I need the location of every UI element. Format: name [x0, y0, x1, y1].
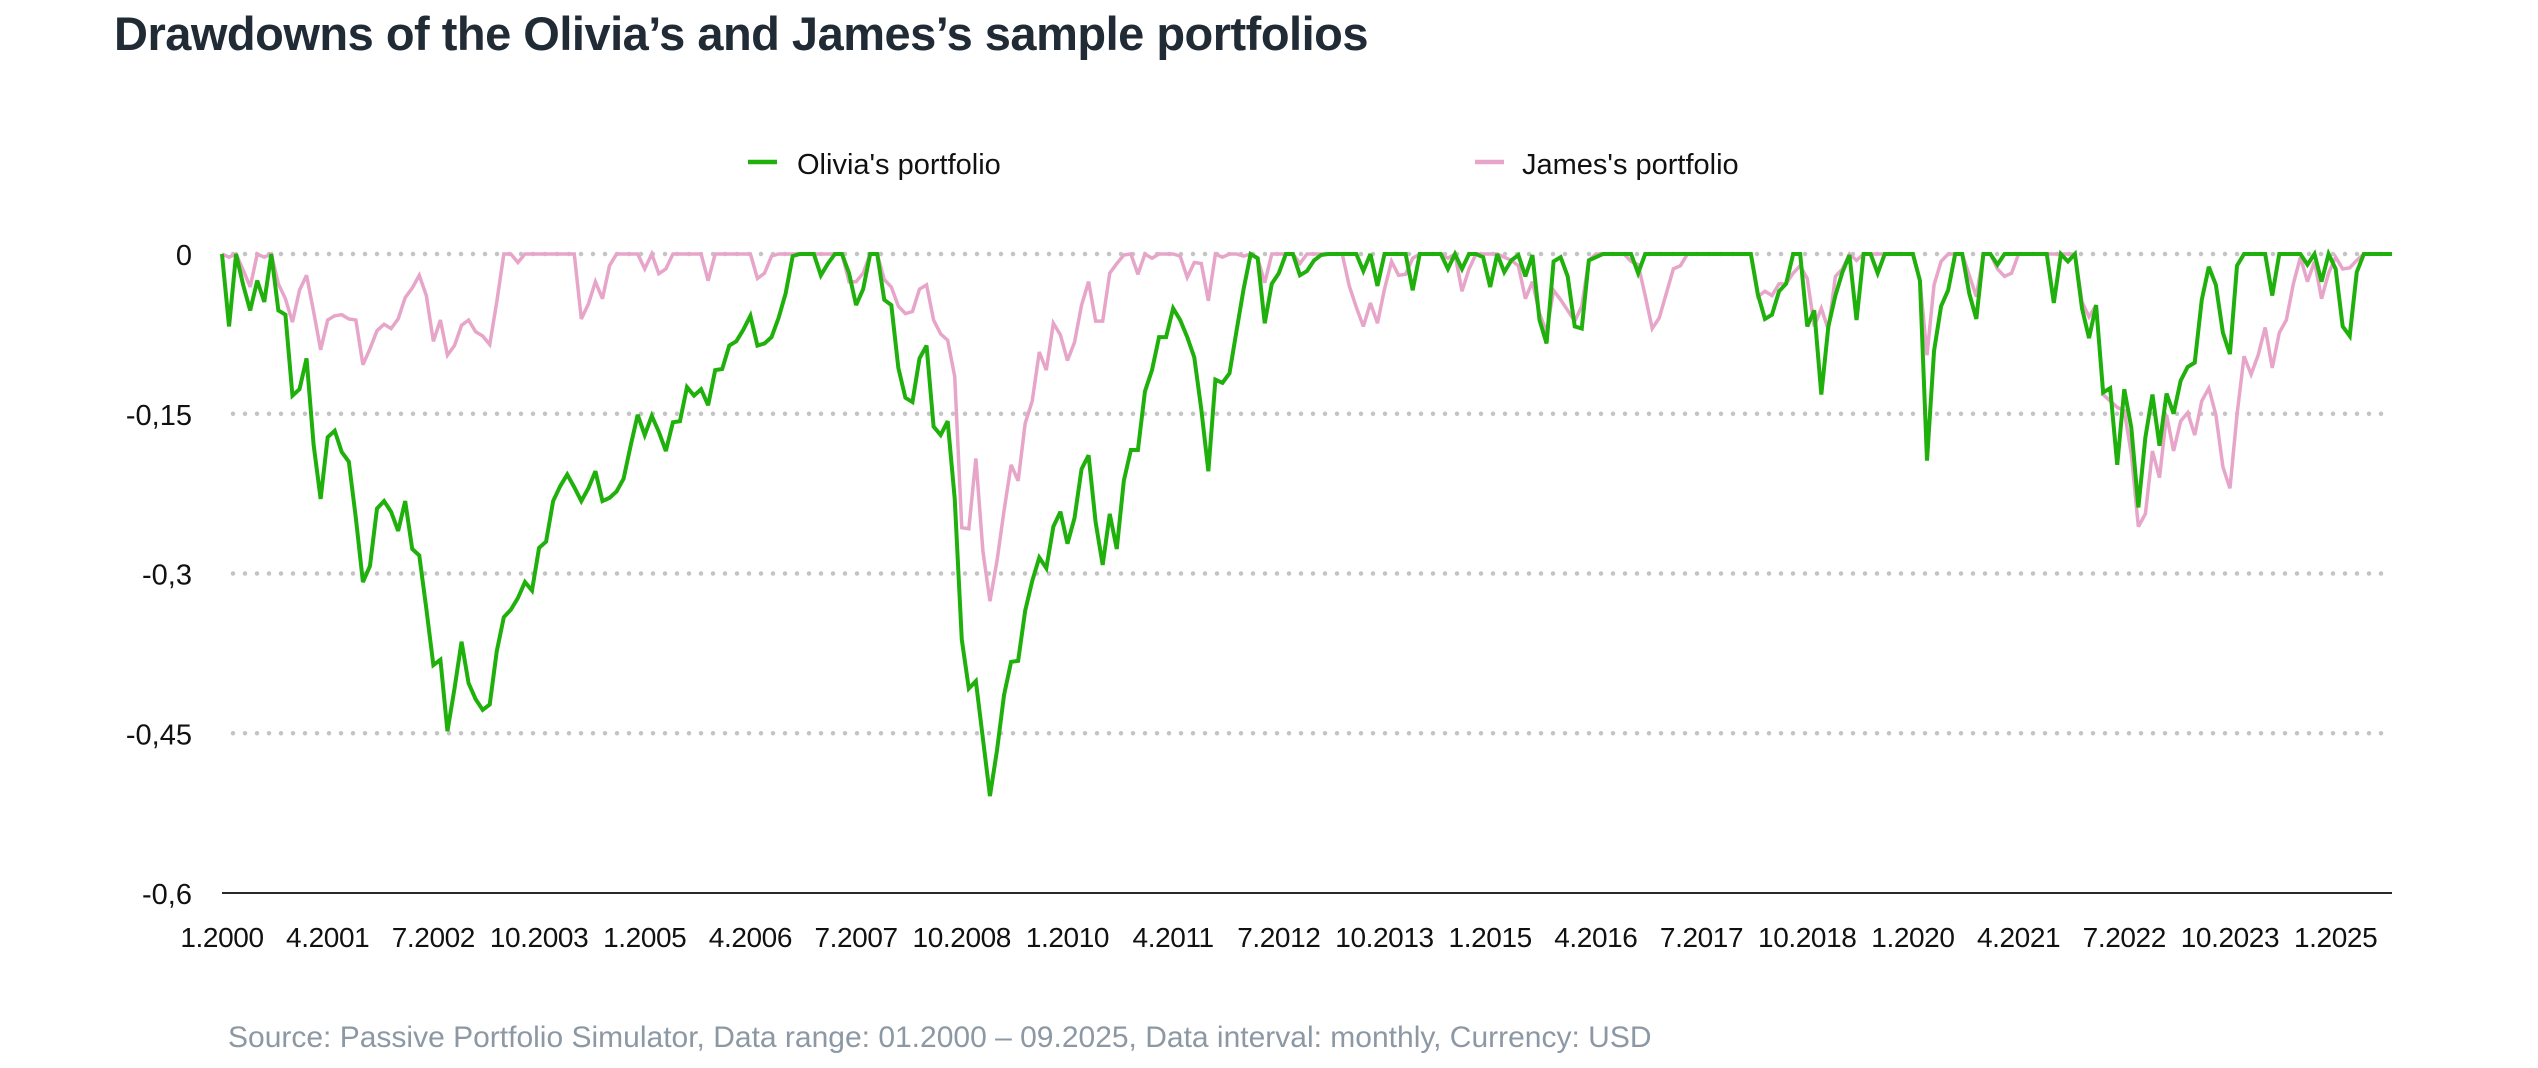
x-tick-label: 4.2011 — [1133, 922, 1214, 953]
x-tick-label: 10.2008 — [913, 922, 1011, 953]
y-tick-label: -0,3 — [142, 560, 192, 592]
y-axis-tick-labels: 0 -0,15 -0,3 -0,45 -0,6 — [126, 240, 192, 911]
x-tick-label: 7.2017 — [1660, 922, 1743, 953]
x-tick-label: 7.2007 — [814, 922, 897, 953]
chart-title: Drawdowns of the Olivia’s and James’s sa… — [114, 7, 1368, 60]
legend: Olivia's portfolio James's portfolio — [748, 149, 1739, 181]
x-tick-label: 1.2020 — [1871, 922, 1954, 953]
x-tick-label: 7.2012 — [1237, 922, 1320, 953]
x-tick-label: 7.2022 — [2083, 922, 2166, 953]
legend-label-olivia: Olivia's portfolio — [797, 149, 1001, 181]
x-tick-label: 4.2016 — [1554, 922, 1637, 953]
x-tick-label: 10.2018 — [1758, 922, 1856, 953]
x-tick-label: 1.2025 — [2294, 922, 2377, 953]
x-axis-tick-labels: 1.2000 4.2001 7.2002 10.2003 1.2005 4.2006 7.2… — [180, 922, 2377, 953]
x-tick-label: 4.2021 — [1977, 922, 2060, 953]
x-tick-label: 4.2001 — [286, 922, 369, 953]
series-lines — [220, 248, 2392, 797]
gridlines — [222, 251, 2395, 894]
x-tick-label: 10.2003 — [490, 922, 588, 953]
x-tick-label: 10.2013 — [1335, 922, 1433, 953]
legend-item-olivia: Olivia's portfolio — [748, 149, 1001, 181]
x-tick-label: 1.2000 — [180, 922, 263, 953]
y-tick-label: -0,45 — [126, 719, 192, 751]
james-series-line — [221, 249, 2392, 602]
x-tick-label: 10.2023 — [2181, 922, 2279, 953]
x-tick-label: 1.2005 — [603, 922, 686, 953]
y-tick-label: -0,6 — [142, 879, 192, 911]
legend-label-james: James's portfolio — [1522, 149, 1739, 181]
source-note: Source: Passive Portfolio Simulator, Dat… — [228, 1021, 1652, 1054]
y-tick-label: 0 — [176, 240, 192, 272]
y-tick-label: -0,15 — [126, 400, 192, 432]
x-tick-label: 7.2002 — [392, 922, 475, 953]
legend-item-james: James's portfolio — [1475, 149, 1739, 181]
x-tick-label: 1.2015 — [1449, 922, 1532, 953]
olivia-series-line — [220, 248, 2392, 797]
x-tick-label: 4.2006 — [709, 922, 792, 953]
x-tick-label: 1.2010 — [1026, 922, 1109, 953]
